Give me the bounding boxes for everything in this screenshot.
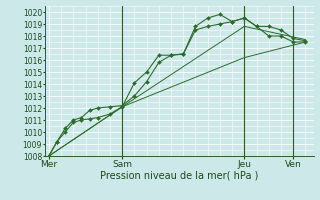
X-axis label: Pression niveau de la mer( hPa ): Pression niveau de la mer( hPa ) [100, 171, 258, 181]
